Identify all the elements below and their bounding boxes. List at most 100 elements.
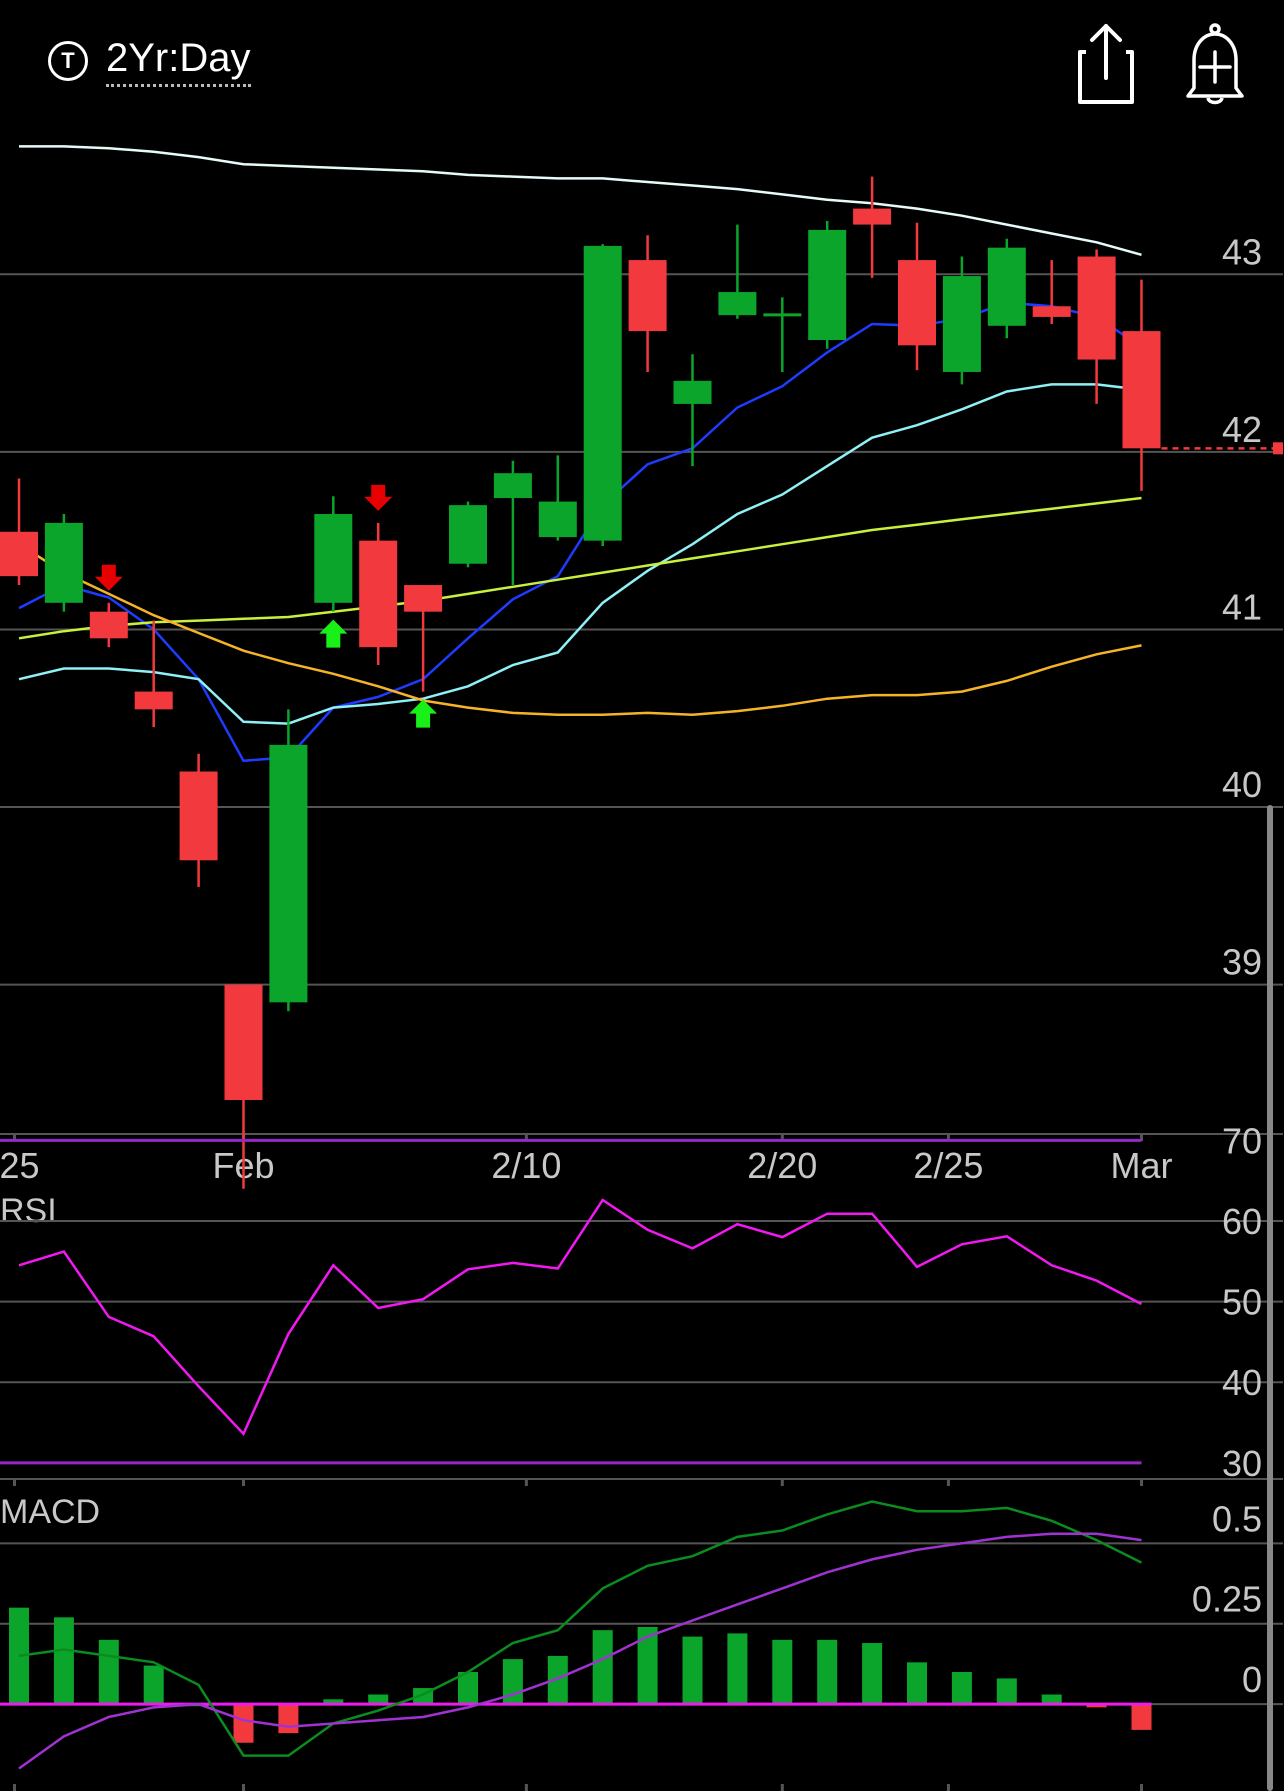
macd-histogram-bar — [862, 1643, 883, 1705]
candle-body — [314, 514, 353, 603]
candle-body — [808, 229, 847, 340]
macd-title: MACD — [0, 1493, 100, 1531]
sell-signal-arrow — [94, 564, 123, 591]
macd-histogram-bar — [143, 1665, 164, 1705]
candle — [179, 753, 218, 887]
candle — [853, 176, 892, 278]
candle — [808, 221, 847, 349]
candle — [942, 256, 981, 385]
candle-body — [89, 611, 128, 639]
macd-histogram-bar — [9, 1607, 29, 1705]
macd-histogram-bar — [592, 1630, 613, 1705]
candle — [44, 514, 83, 612]
candle-body — [538, 501, 577, 538]
last-price-marker — [1273, 442, 1283, 455]
candle — [134, 620, 173, 728]
buy-signal-arrow — [409, 699, 438, 728]
macd-histogram-bar — [323, 1699, 344, 1705]
macd-histogram-bar — [817, 1639, 838, 1705]
price-y-tick-label: 43 — [1222, 231, 1262, 272]
rsi-y-tick-label: 50 — [1222, 1282, 1262, 1323]
candle — [583, 244, 622, 546]
candle — [628, 235, 667, 372]
price-y-tick-label: 42 — [1222, 409, 1262, 450]
macd-histogram-bar — [547, 1655, 568, 1705]
price-y-tick-label: 41 — [1222, 586, 1262, 627]
macd-histogram-bar — [53, 1617, 74, 1705]
candle — [493, 460, 532, 586]
candle — [898, 222, 936, 371]
macd-histogram-bar — [772, 1639, 793, 1705]
ticker-symbol-icon[interactable]: T — [48, 41, 88, 81]
macd-histogram-bar — [727, 1633, 748, 1705]
candle-body — [359, 540, 398, 648]
macd-histogram-bar — [278, 1704, 299, 1734]
candle-body — [1032, 306, 1071, 317]
candle-body — [763, 313, 802, 317]
macd-histogram-bar — [98, 1639, 119, 1705]
vertical-scrollbar[interactable] — [1267, 805, 1273, 1791]
macd-histogram-bar — [907, 1662, 927, 1705]
candle — [538, 455, 577, 541]
x-axis-tick-label: 2/10 — [491, 1145, 561, 1186]
x-axis-tick-label: 2/20 — [747, 1145, 817, 1186]
moving-average-line — [18, 496, 1142, 640]
chart-header: T 2Yr:Day — [0, 0, 1284, 120]
sell-signal-arrow — [364, 484, 393, 511]
share-button[interactable] — [1076, 22, 1136, 106]
candle-body — [628, 260, 667, 332]
candle-body — [179, 771, 218, 861]
candle-body — [224, 984, 263, 1100]
candle — [0, 478, 38, 586]
rsi-y-tick-label: 60 — [1222, 1201, 1262, 1242]
candle-body — [987, 247, 1026, 326]
macd-histogram-bar — [368, 1694, 389, 1705]
macd-histogram-bar — [951, 1671, 972, 1705]
moving-average-line — [19, 145, 1142, 257]
share-icon — [1078, 24, 1134, 104]
macd-histogram-bar — [1131, 1704, 1152, 1730]
timeframe-selector[interactable]: 2Yr:Day — [106, 34, 251, 87]
candle — [269, 709, 308, 1012]
macd-line — [18, 1500, 1143, 1757]
candle-body — [134, 691, 173, 710]
buy-signal-arrow — [319, 619, 348, 648]
candle — [404, 585, 443, 692]
candle-body — [449, 505, 487, 564]
candle — [224, 984, 263, 1189]
rsi-y-tick-label: 40 — [1222, 1362, 1262, 1403]
candle-body — [853, 208, 892, 225]
candle-body — [583, 245, 622, 541]
candle — [89, 602, 128, 648]
candle — [359, 522, 398, 665]
candle-body — [673, 380, 712, 404]
moving-average-line — [18, 383, 1142, 725]
bell-plus-icon — [1186, 23, 1244, 105]
candle-body — [493, 473, 532, 499]
macd-y-tick-label: 0 — [1242, 1659, 1262, 1700]
candle-body — [898, 260, 936, 346]
candle — [314, 496, 353, 612]
alert-button[interactable] — [1180, 22, 1250, 106]
price-y-tick-label: 40 — [1222, 764, 1262, 805]
candle-body — [1077, 256, 1116, 360]
candle — [1122, 279, 1161, 491]
candle — [449, 501, 487, 568]
macd-histogram-bar — [1041, 1694, 1062, 1705]
candle — [673, 354, 712, 467]
candle — [1032, 260, 1071, 325]
macd-y-tick-label: 0.5 — [1212, 1498, 1262, 1539]
macd-histogram-bar — [458, 1671, 478, 1705]
price-y-tick-label: 39 — [1222, 942, 1262, 983]
candle-body — [942, 276, 981, 372]
macd-signal-line — [18, 1532, 1142, 1770]
x-axis-tick-label: 2/25 — [913, 1145, 983, 1186]
candle — [987, 238, 1026, 339]
candle — [1077, 249, 1116, 404]
x-axis-tick-label: /25 — [0, 1145, 40, 1186]
rsi-line — [18, 1198, 1143, 1437]
rsi-y-tick-label: 30 — [1222, 1443, 1262, 1484]
rsi-title: RSI — [0, 1192, 57, 1230]
macd-histogram-bar — [1086, 1704, 1107, 1708]
